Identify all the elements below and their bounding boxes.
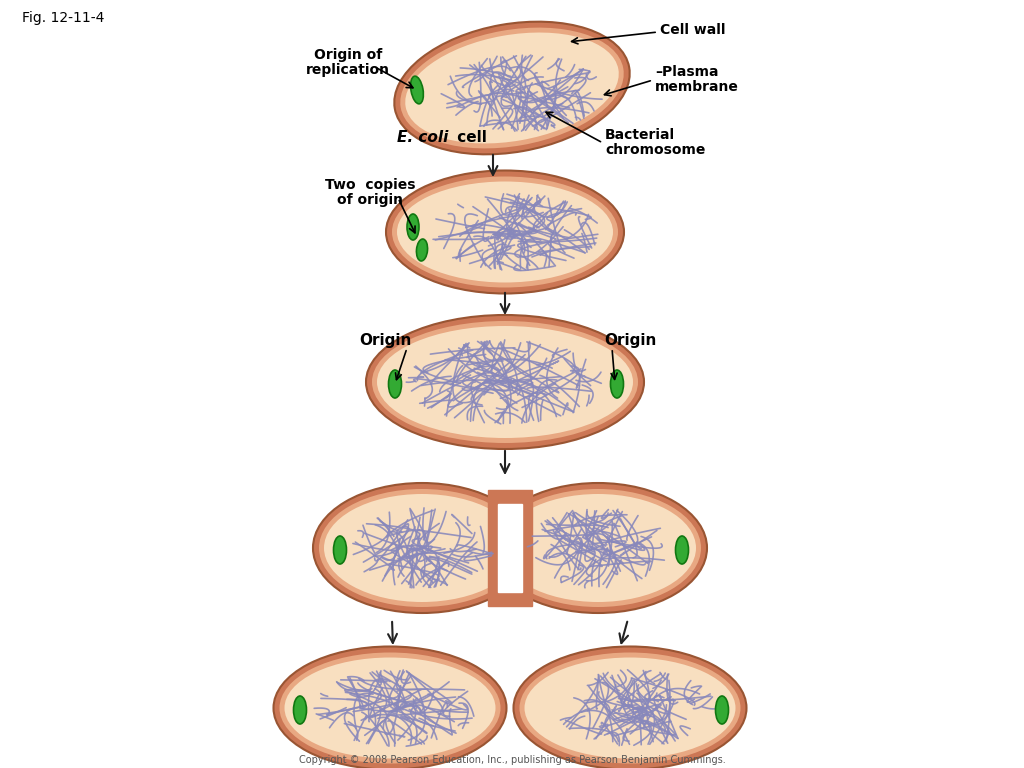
Text: Origin of: Origin of xyxy=(314,48,382,62)
Ellipse shape xyxy=(273,647,507,768)
Ellipse shape xyxy=(377,326,633,438)
Text: –Plasma: –Plasma xyxy=(655,65,719,79)
Ellipse shape xyxy=(524,657,735,759)
Text: cell: cell xyxy=(452,131,486,145)
Text: Origin: Origin xyxy=(358,333,412,347)
Ellipse shape xyxy=(366,315,644,449)
Ellipse shape xyxy=(324,494,520,602)
Ellipse shape xyxy=(394,22,630,154)
Ellipse shape xyxy=(407,214,419,240)
Polygon shape xyxy=(488,490,532,606)
Ellipse shape xyxy=(392,177,618,287)
Ellipse shape xyxy=(500,494,696,602)
Text: Origin: Origin xyxy=(604,333,656,347)
Text: replication: replication xyxy=(306,63,390,77)
Text: of origin: of origin xyxy=(337,193,403,207)
Text: membrane: membrane xyxy=(655,80,739,94)
Text: E. coli: E. coli xyxy=(396,131,449,145)
Ellipse shape xyxy=(294,696,306,724)
Ellipse shape xyxy=(489,483,707,613)
Ellipse shape xyxy=(406,32,618,144)
Ellipse shape xyxy=(319,489,525,607)
Ellipse shape xyxy=(610,370,624,398)
Ellipse shape xyxy=(495,489,701,607)
Ellipse shape xyxy=(400,28,624,148)
Ellipse shape xyxy=(388,370,401,398)
Ellipse shape xyxy=(519,653,740,763)
Ellipse shape xyxy=(313,483,531,613)
Ellipse shape xyxy=(716,696,728,724)
Ellipse shape xyxy=(411,76,423,104)
Ellipse shape xyxy=(513,647,746,768)
Text: chromosome: chromosome xyxy=(605,143,706,157)
Ellipse shape xyxy=(334,536,346,564)
Text: Fig. 12-11-4: Fig. 12-11-4 xyxy=(22,11,104,25)
Ellipse shape xyxy=(386,170,624,293)
Text: Two  copies: Two copies xyxy=(325,178,416,192)
Ellipse shape xyxy=(372,321,638,443)
Text: Copyright © 2008 Pearson Education, Inc., publishing as Pearson Benjamin Cumming: Copyright © 2008 Pearson Education, Inc.… xyxy=(299,755,725,765)
Ellipse shape xyxy=(417,239,428,261)
Text: Cell wall: Cell wall xyxy=(660,23,725,37)
Ellipse shape xyxy=(676,536,688,564)
Polygon shape xyxy=(498,504,522,592)
Ellipse shape xyxy=(285,657,496,759)
Text: Bacterial: Bacterial xyxy=(605,128,675,142)
Ellipse shape xyxy=(397,181,613,283)
Ellipse shape xyxy=(280,653,501,763)
